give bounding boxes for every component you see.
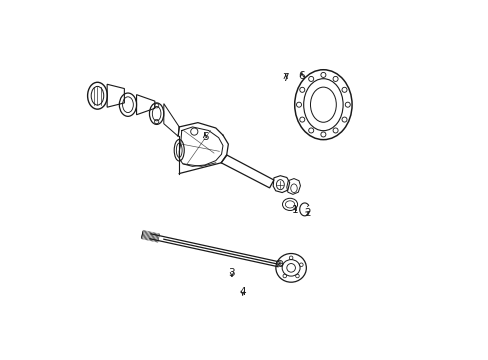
Text: 3: 3 <box>228 268 235 278</box>
Text: 5: 5 <box>202 132 208 142</box>
Text: 1: 1 <box>291 206 297 216</box>
Text: 4: 4 <box>239 287 245 297</box>
Text: 7: 7 <box>282 73 288 83</box>
Text: 6: 6 <box>298 71 305 81</box>
Text: 2: 2 <box>304 208 310 218</box>
